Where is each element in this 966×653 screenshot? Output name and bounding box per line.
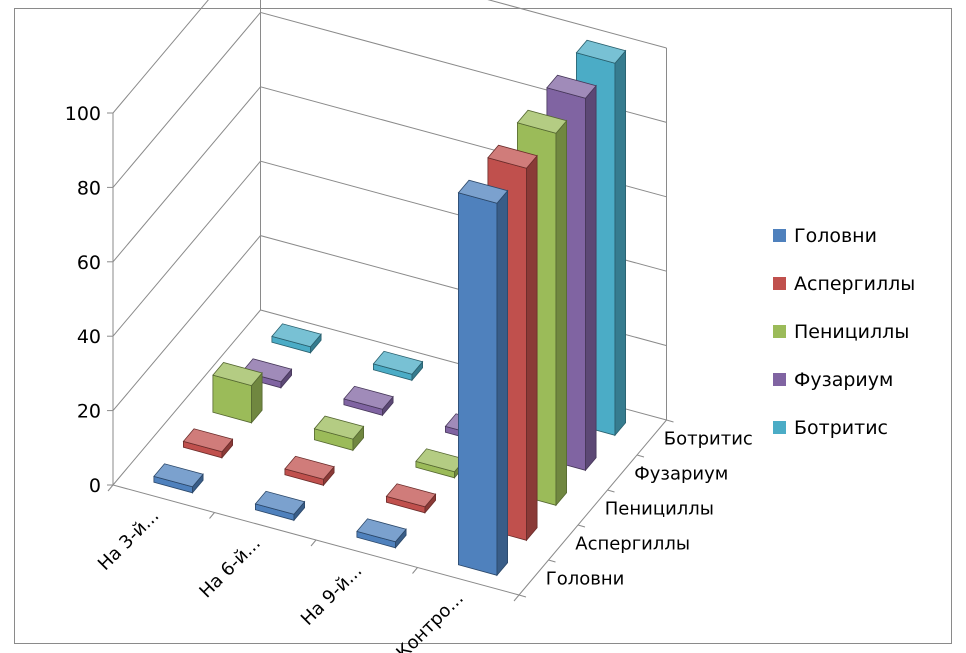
- y-tick-label: 20: [77, 401, 101, 423]
- legend-label: Аспергиллы: [794, 273, 915, 295]
- depth-tick-label: Ботритис: [664, 429, 753, 450]
- x-tick-label: Контро...: [392, 588, 467, 653]
- depth-tick-label: Головни: [546, 569, 625, 590]
- depth-tick-mark: [666, 419, 674, 423]
- x-tick-mark: [209, 512, 215, 519]
- bar: [313, 415, 365, 452]
- bar: [212, 362, 263, 424]
- gridline: [112, 0, 667, 114]
- x-tick-mark: [107, 484, 114, 492]
- y-tick-label: 0: [89, 475, 101, 497]
- gridline: [112, 11, 667, 188]
- depth-tick-label: Пенициллы: [605, 499, 714, 520]
- x-tick-mark: [310, 539, 317, 547]
- bar: [343, 385, 394, 417]
- x-tick-mark: [513, 594, 520, 602]
- x-tick-label: На 9-й...: [297, 560, 366, 629]
- legend-label: Фузариум: [794, 369, 893, 391]
- y-axis-ticks: 0 20 40 60 80 100: [65, 103, 101, 497]
- legend-swatch: [773, 277, 786, 290]
- y-tick-label: 40: [77, 326, 101, 348]
- legend-label: Головни: [794, 225, 877, 247]
- bar: [284, 455, 335, 487]
- x-tick-label: На 3-й...: [94, 505, 163, 574]
- bars: [153, 39, 627, 577]
- legend-swatch: [773, 421, 786, 434]
- y-tick-label: 100: [65, 103, 101, 125]
- depth-tick-mark: [548, 559, 556, 563]
- legend-swatch: [773, 229, 786, 242]
- depth-tick-mark: [577, 524, 586, 528]
- bar: [457, 179, 509, 577]
- depth-tick-label: Аспергиллы: [575, 534, 690, 555]
- bar: [153, 463, 204, 494]
- x-axis-ticks: На 3-й... На 6-й... На 9-й... Контро...: [94, 505, 468, 653]
- bar: [182, 428, 234, 459]
- y-tick-label: 80: [77, 177, 101, 199]
- bar: [356, 518, 407, 549]
- bar: [254, 490, 306, 522]
- depth-tick-mark: [636, 454, 645, 458]
- depth-tick-mark: [518, 594, 527, 598]
- legend-label: Пенициллы: [794, 321, 909, 343]
- x-tick-mark: [412, 567, 418, 574]
- bar: [385, 483, 437, 514]
- x-tick-label: На 6-й...: [195, 533, 264, 602]
- y-tick-label: 60: [77, 252, 101, 274]
- bar: [372, 350, 424, 382]
- legend: Головни Аспергиллы Пенициллы Фузариум Ботрит…: [773, 225, 915, 439]
- legend-swatch: [773, 373, 786, 386]
- bar: [415, 448, 466, 479]
- depth-tick-label: Фузариум: [634, 464, 728, 485]
- bar: [271, 323, 322, 354]
- legend-swatch: [773, 325, 786, 338]
- floor-lines: [107, 112, 674, 602]
- depth-axis-ticks: Головни Аспергиллы Пенициллы Фузариум Ботрит…: [546, 429, 753, 590]
- legend-label: Ботритис: [794, 417, 888, 439]
- depth-tick-mark: [607, 489, 615, 493]
